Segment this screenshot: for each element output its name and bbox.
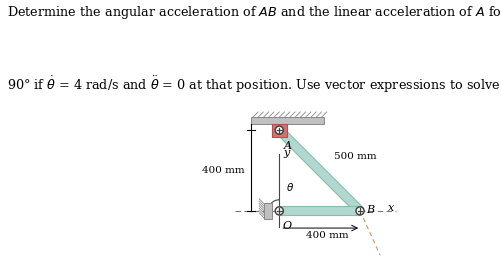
Text: 400 mm: 400 mm xyxy=(202,166,245,175)
Text: A: A xyxy=(285,141,293,151)
Circle shape xyxy=(275,126,284,134)
Text: 90° if $\dot{\theta}$ = 4 rad/s and $\ddot{\theta}$ = 0 at that position. Use ve: 90° if $\dot{\theta}$ = 4 rad/s and $\dd… xyxy=(7,74,501,95)
Text: $\theta$: $\theta$ xyxy=(287,181,295,193)
Polygon shape xyxy=(279,206,360,215)
Circle shape xyxy=(356,207,364,215)
Text: 500 mm: 500 mm xyxy=(334,152,376,161)
Polygon shape xyxy=(251,117,324,124)
Text: x: x xyxy=(388,203,395,213)
Text: 400 mm: 400 mm xyxy=(307,231,349,240)
Polygon shape xyxy=(272,124,287,137)
Circle shape xyxy=(275,207,284,215)
Text: Determine the angular acceleration of $AB$ and the linear acceleration of $A$ fo: Determine the angular acceleration of $A… xyxy=(7,4,501,21)
Text: y: y xyxy=(284,148,290,158)
Text: B: B xyxy=(366,205,374,215)
Polygon shape xyxy=(264,203,272,219)
Polygon shape xyxy=(276,127,363,214)
Text: O: O xyxy=(283,221,292,231)
